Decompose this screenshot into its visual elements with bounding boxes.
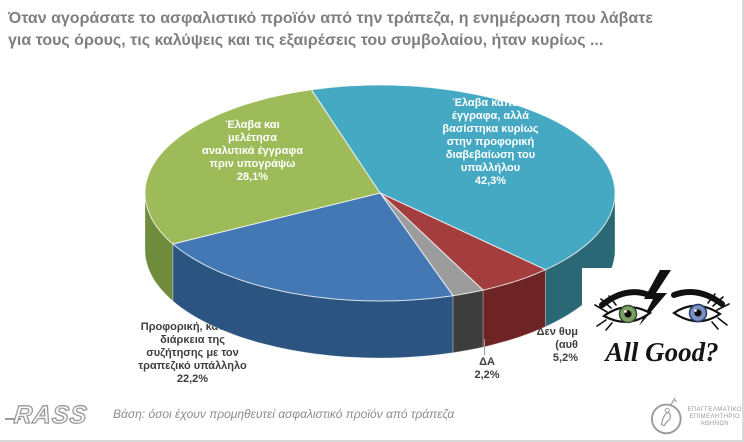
athens-chamber-logo: ΕΠΑΓΓΕΛΜΑΤΙΚΟ ΕΠΙΜΕΛΗΤΗΡΙΟ ΑΘΗΝΩΝ [650, 396, 742, 438]
pie-slice-verbal-during-discussion-with-bank-clerk [172, 192, 454, 302]
rass-logo: RASS [5, 400, 106, 431]
page-edge-right [742, 0, 744, 442]
eyes-lightning-icon: All Good? [594, 270, 730, 367]
pie-slice-side-no-answer [452, 289, 484, 354]
pie-slice-some-documents-relied-on-verbal-assurance [310, 84, 616, 271]
pie-slice-dont-remember [379, 192, 546, 291]
slice-label-dont-remember: Δεν θυμ (αυθ 5,2% [536, 326, 578, 364]
left-eye-lashes [594, 295, 617, 331]
slice-label-studied-documents: Έλαβα και μελέτησα αναλυτικά έγγραφα πρι… [202, 119, 303, 183]
pie-slice-received-and-studied-detailed-documents [144, 89, 381, 245]
chamber-logo-text: ΕΠΑΓΓΕΛΜΑΤΙΚΟ ΕΠΙΜΕΛΗΤΗΡΙΟ ΑΘΗΝΩΝ [687, 406, 742, 427]
rass-logo-dash [5, 418, 21, 420]
slice-label-no-answer: ΔΑ 2,2% [474, 356, 500, 381]
chamber-emblem-icon [650, 397, 682, 435]
all-good-watermark: All Good? [582, 268, 742, 398]
left-eyebrow [599, 289, 652, 308]
slice-label-some-documents: Έλαβα κάποια έγγραφα, αλλά βασίστηκα κυρ… [442, 97, 539, 187]
leader-line-no-answer [484, 339, 485, 355]
watermark-text: All Good? [603, 337, 718, 367]
page-edge-bottom [0, 440, 744, 442]
page-title: Όταν αγοράσατε το ασφαλιστικό προϊόν από… [8, 10, 653, 49]
base-note: Βάση: όσοι έχουν προμηθευτεί ασφαλιστικό… [113, 407, 455, 421]
right-eye-lashes [707, 293, 730, 330]
